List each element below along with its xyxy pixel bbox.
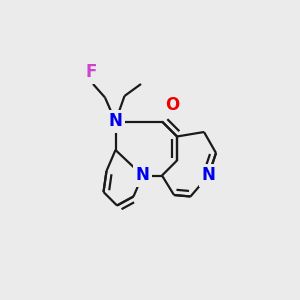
Text: N: N [109,112,122,130]
Text: F: F [86,63,97,81]
Text: N: N [136,167,149,184]
Text: N: N [202,167,215,184]
Text: O: O [165,96,180,114]
